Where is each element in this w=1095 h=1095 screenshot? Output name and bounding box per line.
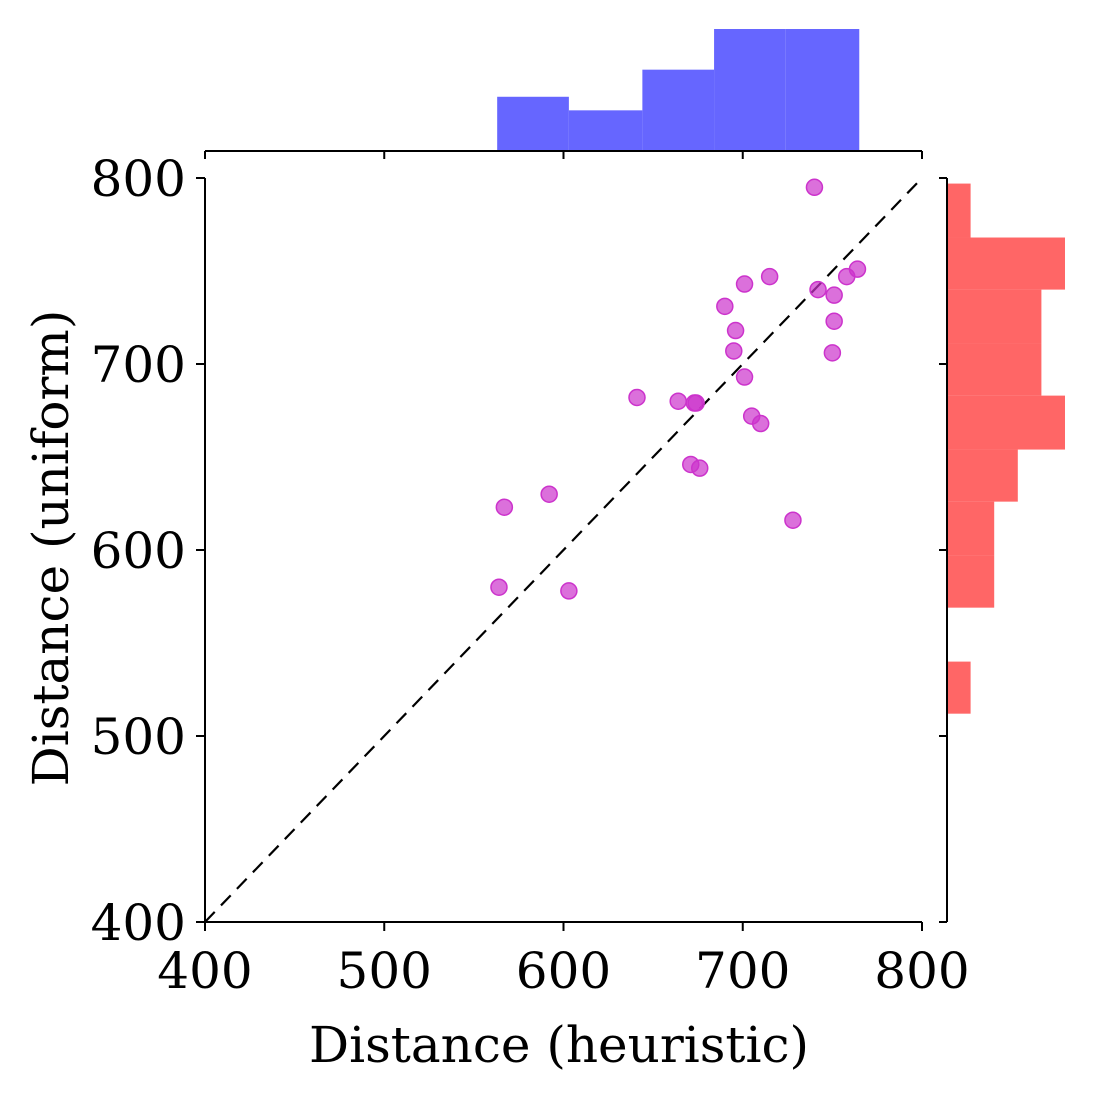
scatter-point-5 <box>809 280 827 299</box>
scatter-point-0 <box>805 178 824 197</box>
scatter-point-22 <box>495 498 514 516</box>
y-hist-bar-4 <box>947 449 1018 502</box>
x-tick-label-800: 800 <box>874 942 969 1000</box>
x-hist-bar-0 <box>497 96 569 151</box>
x-tick-label-700: 700 <box>695 942 790 1000</box>
scatter-point-25 <box>560 582 578 600</box>
scatter-point-14 <box>669 392 687 410</box>
scatter-point-23 <box>784 511 802 529</box>
scatter-point-24 <box>490 578 508 596</box>
scatter-plot-area: 400 500 600 700 800 400 500 600 700 800 <box>91 150 970 1000</box>
scatter-point-7 <box>716 297 734 316</box>
x-marginal-histogram <box>204 29 923 159</box>
x-hist-bar-2 <box>642 69 715 151</box>
scatter-point-3 <box>837 267 856 286</box>
y-marginal-histogram <box>939 177 1065 923</box>
y-tick-label-600: 600 <box>91 522 186 580</box>
x-hist-bar-4 <box>785 29 860 151</box>
y-hist-bar-9 <box>947 183 971 238</box>
y-hist-bar-3 <box>947 501 995 556</box>
scatter-point-2 <box>760 267 779 286</box>
scatter-point-10 <box>725 342 743 360</box>
x-hist-bar-3 <box>714 29 786 151</box>
y-hist-bar-7 <box>947 289 1042 344</box>
scatter-point-8 <box>825 312 843 330</box>
scatter-point-9 <box>726 321 745 340</box>
scatter-point-12 <box>735 368 754 386</box>
x-tick-label-600: 600 <box>516 942 611 1000</box>
scatter-point-20 <box>690 459 709 477</box>
x-hist-bar-1 <box>568 110 643 151</box>
scatter-point-16 <box>687 394 705 412</box>
y-tick-label-400: 400 <box>91 894 186 952</box>
scatter-point-21 <box>540 485 558 503</box>
y-tick-label-500: 500 <box>91 708 186 766</box>
x-tick-label-400: 400 <box>157 942 252 1000</box>
identity-reference-line <box>204 177 923 923</box>
y-axis-label: Distance (uniform) <box>22 310 80 787</box>
scatter-point-6 <box>825 286 843 304</box>
x-axis-label: Distance (heuristic) <box>309 1016 809 1074</box>
x-tick-label-500: 500 <box>337 942 432 1000</box>
scatter-point-13 <box>628 388 646 407</box>
scatter-point-4 <box>735 275 754 293</box>
scatter-point-11 <box>823 344 842 362</box>
y-hist-bar-2 <box>947 555 995 608</box>
y-hist-bar-6 <box>947 343 1042 396</box>
y-hist-bar-8 <box>947 237 1065 290</box>
scatter-point-18 <box>751 414 770 433</box>
y-tick-label-700: 700 <box>91 336 186 394</box>
y-hist-bar-0 <box>947 661 971 714</box>
y-tick-label-800: 800 <box>91 150 186 208</box>
y-hist-bar-5 <box>947 395 1065 450</box>
